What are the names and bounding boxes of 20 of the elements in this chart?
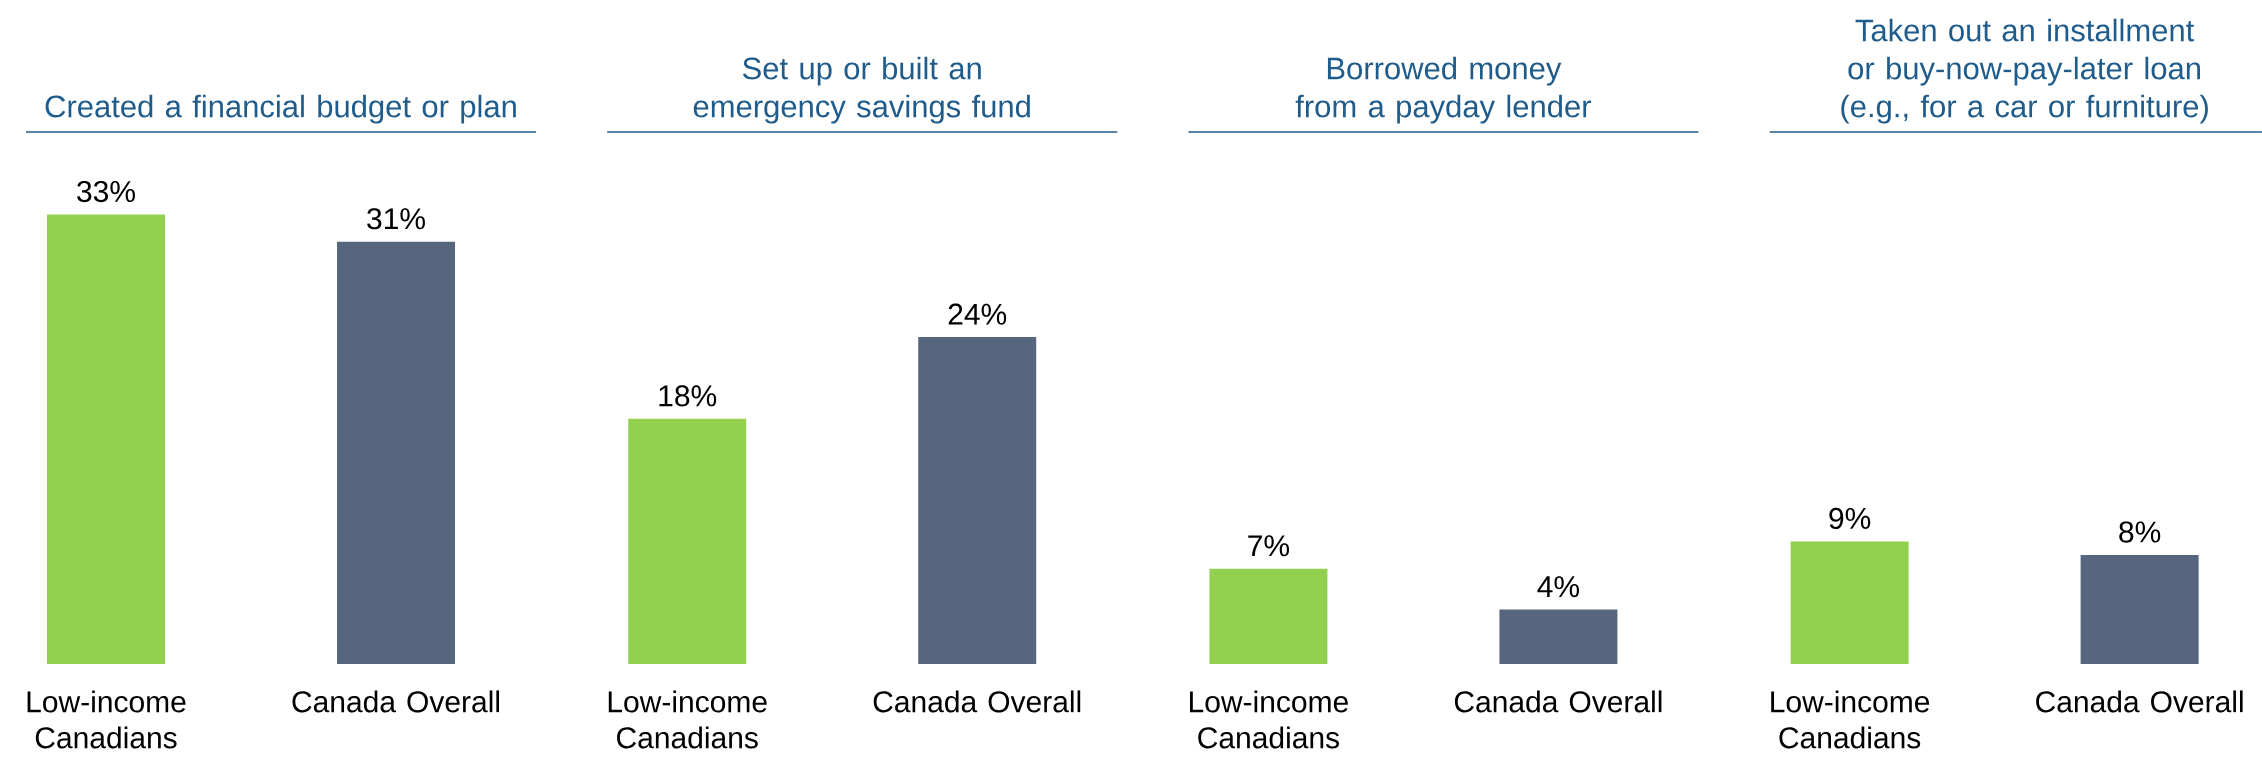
x-tick-label: Low-income Canadians <box>27 690 186 749</box>
data-label: 24% <box>948 303 1007 325</box>
chart-title: Set up or built an emergency savings fund <box>693 56 1030 124</box>
chart-title: Borrowed money from a payday lender <box>1295 56 1592 124</box>
data-label: 31% <box>367 208 425 230</box>
x-tick-label: Canada Overall <box>2036 690 2243 713</box>
x-tick-label: Canada Overall <box>1454 690 1662 713</box>
data-label: 8% <box>2119 521 2161 543</box>
x-tick-label: Canada Overall <box>292 690 499 713</box>
data-label: 9% <box>1829 507 1871 530</box>
data-label: 4% <box>1537 576 1580 598</box>
chart-title: Created a financial budget or plan <box>45 94 516 124</box>
data-label: 33% <box>77 180 135 203</box>
chart-title: Taken out an installment or buy-now-pay-later loan (e.g., for a car or furniture) <box>1841 18 2208 124</box>
x-tick-label: Low-income Canadians <box>1771 690 1930 749</box>
data-label: 18% <box>659 385 717 407</box>
x-tick-label: Low-income Canadians <box>1190 690 1348 749</box>
x-tick-label: Low-income Canadians <box>608 690 767 749</box>
data-label: 7% <box>1248 535 1290 557</box>
x-tick-label: Canada Overall <box>873 690 1081 713</box>
